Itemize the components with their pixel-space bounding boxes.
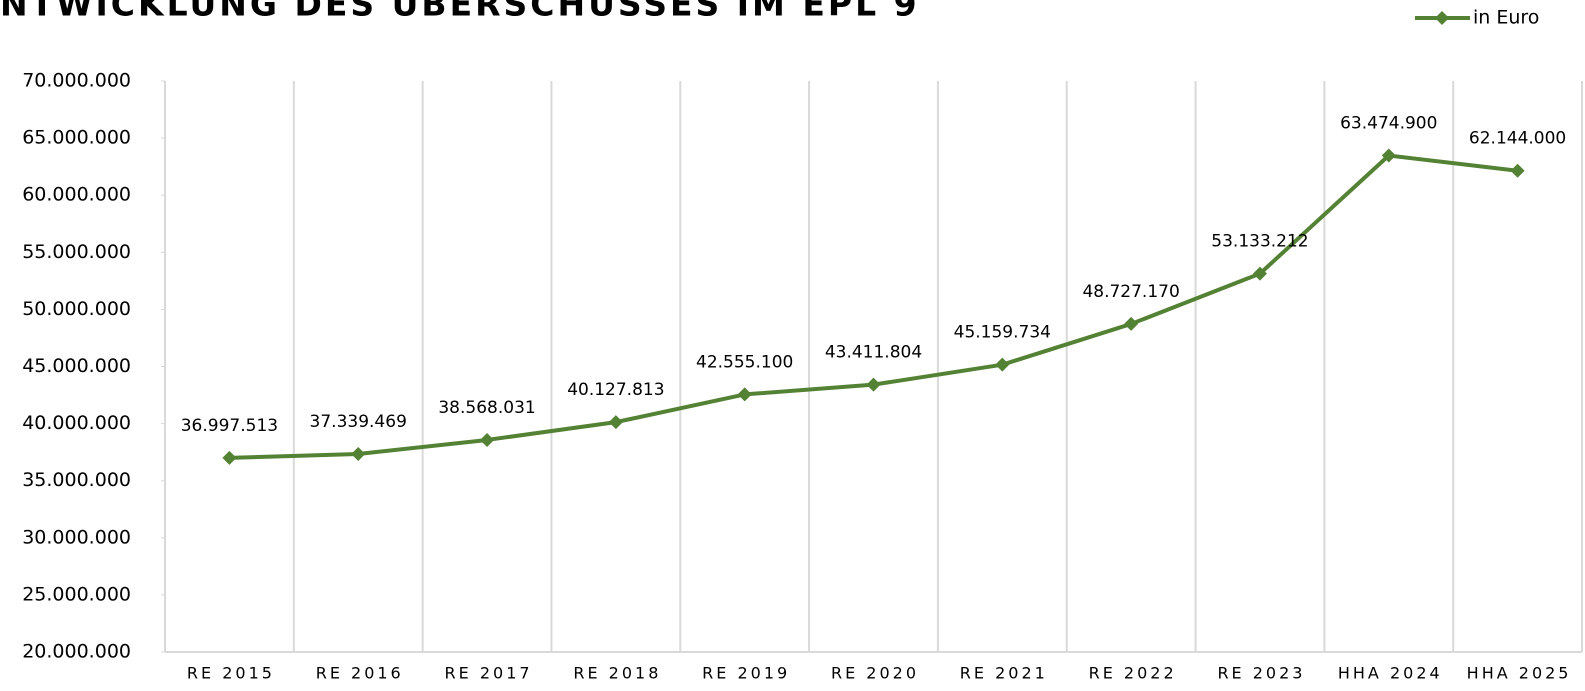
- data-label: 63.474.900: [1340, 114, 1437, 134]
- x-tick-label: RE 2015: [187, 664, 275, 683]
- legend-label: in Euro: [1473, 7, 1539, 29]
- y-tick-label: 50.000.000: [22, 298, 131, 320]
- y-tick-label: 35.000.000: [22, 469, 131, 491]
- data-point: [608, 415, 623, 430]
- y-tick-label: 55.000.000: [22, 241, 131, 263]
- y-tick-label: 30.000.000: [22, 526, 131, 548]
- y-tick-label: 65.000.000: [22, 127, 131, 149]
- data-point: [1252, 266, 1267, 281]
- data-label: 53.133.212: [1211, 232, 1308, 252]
- y-tick-label: 60.000.000: [22, 184, 131, 206]
- data-point: [995, 357, 1010, 372]
- x-tick-label: RE 2018: [573, 664, 661, 683]
- data-label: 48.727.170: [1082, 282, 1179, 302]
- data-point: [480, 432, 495, 447]
- data-point: [866, 377, 881, 392]
- x-tick-label: RE 2021: [960, 664, 1048, 683]
- data-label: 45.159.734: [954, 323, 1051, 343]
- data-point: [1124, 316, 1139, 331]
- y-tick-label: 70.000.000: [22, 70, 131, 92]
- data-point: [1510, 163, 1525, 178]
- data-label: 37.339.469: [310, 412, 407, 432]
- data-point: [222, 450, 237, 465]
- data-label: 36.997.513: [181, 416, 278, 436]
- data-point: [351, 446, 366, 461]
- legend-marker: [1435, 11, 1449, 25]
- y-tick-label: 40.000.000: [22, 412, 131, 434]
- x-tick-label: RE 2020: [831, 664, 919, 683]
- data-point: [737, 387, 752, 402]
- y-tick-label: 20.000.000: [22, 641, 131, 663]
- x-tick-label: RE 2017: [445, 664, 533, 683]
- chart-title: NTWICKLUNG DES ÜBERSCHUSSES IM EPL 9: [0, 0, 920, 24]
- x-tick-label: RE 2019: [702, 664, 790, 683]
- data-label: 42.555.100: [696, 352, 793, 372]
- data-label: 38.568.031: [438, 398, 535, 418]
- data-label: 43.411.804: [825, 343, 922, 363]
- data-label: 40.127.813: [567, 380, 664, 400]
- x-tick-label: RE 2022: [1089, 664, 1177, 683]
- x-tick-label: RE 2016: [316, 664, 404, 683]
- x-tick-label: HHA 2024: [1338, 664, 1443, 683]
- x-tick-label: RE 2023: [1217, 664, 1305, 683]
- data-label: 62.144.000: [1469, 129, 1566, 149]
- y-tick-label: 45.000.000: [22, 355, 131, 377]
- data-point: [1381, 148, 1396, 163]
- y-tick-label: 25.000.000: [22, 583, 131, 605]
- x-tick-label: HHA 2025: [1467, 664, 1572, 683]
